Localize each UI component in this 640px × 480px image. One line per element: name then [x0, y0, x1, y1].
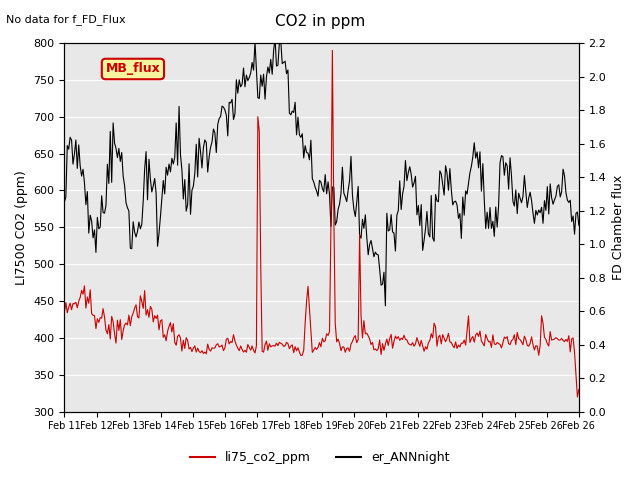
Y-axis label: LI7500 CO2 (ppm): LI7500 CO2 (ppm) [15, 170, 28, 285]
Text: MB_flux: MB_flux [106, 62, 160, 75]
Text: CO2 in ppm: CO2 in ppm [275, 14, 365, 29]
Y-axis label: FD Chamber flux: FD Chamber flux [612, 175, 625, 280]
Text: No data for f_FD_Flux: No data for f_FD_Flux [6, 14, 126, 25]
Legend: li75_co2_ppm, er_ANNnight: li75_co2_ppm, er_ANNnight [186, 446, 454, 469]
